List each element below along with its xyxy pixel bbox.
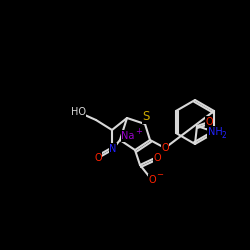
Text: O: O bbox=[161, 143, 169, 153]
Text: NH: NH bbox=[208, 127, 222, 137]
Text: O: O bbox=[153, 153, 161, 163]
Text: Na: Na bbox=[121, 131, 135, 141]
Text: 2: 2 bbox=[222, 132, 226, 140]
Text: O: O bbox=[94, 153, 102, 163]
Text: N: N bbox=[109, 144, 117, 154]
Text: O: O bbox=[148, 175, 156, 185]
Text: S: S bbox=[142, 110, 150, 124]
Text: O: O bbox=[205, 117, 213, 127]
Text: −: − bbox=[156, 170, 164, 179]
Text: +: + bbox=[136, 126, 142, 136]
Text: HO: HO bbox=[70, 107, 86, 117]
